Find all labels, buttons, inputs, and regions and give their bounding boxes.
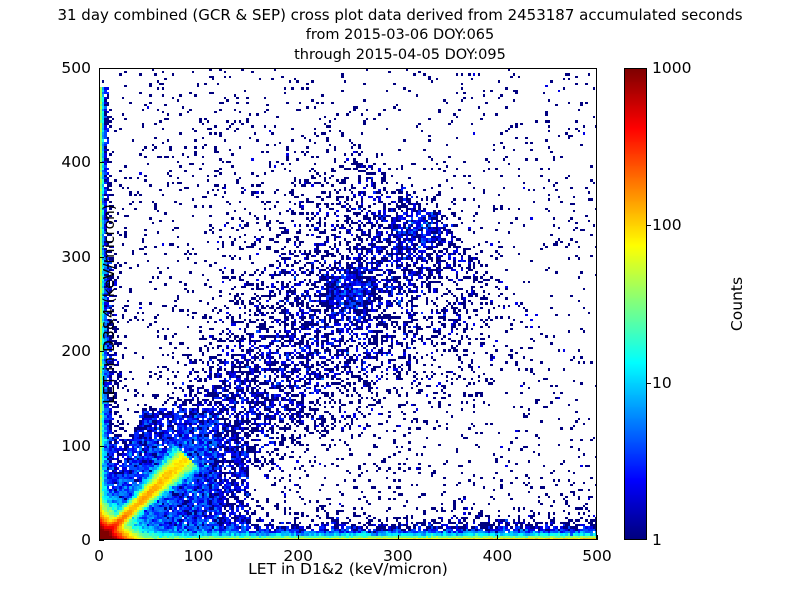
x-tick-label: 400 bbox=[482, 547, 513, 565]
y-axis-label: LET in D3&4 (keV/micron) bbox=[100, 204, 118, 404]
colorbar-tick-label: 10 bbox=[652, 373, 672, 392]
y-tick-mark bbox=[99, 162, 104, 163]
x-tick-label: 500 bbox=[582, 547, 612, 565]
y-tick-label: 0 bbox=[81, 531, 91, 549]
title-line-2: from 2015-03-06 DOY:065 bbox=[305, 27, 495, 43]
colorbar bbox=[624, 68, 647, 540]
y-tick-mark bbox=[99, 257, 104, 258]
colorbar-gradient bbox=[624, 68, 647, 540]
x-tick-label: 100 bbox=[183, 547, 214, 565]
colorbar-tick-label: 1 bbox=[652, 531, 662, 549]
y-tick-mark bbox=[99, 446, 104, 447]
title-line-3: through 2015-04-05 DOY:095 bbox=[294, 47, 506, 63]
colorbar-tick-mark bbox=[646, 383, 651, 384]
colorbar-label: Counts bbox=[728, 276, 746, 332]
x-tick-label: 200 bbox=[283, 547, 313, 565]
x-tick-mark bbox=[597, 535, 598, 540]
colorbar-tick-label: 100 bbox=[652, 216, 682, 235]
y-tick-label: 500 bbox=[61, 59, 91, 77]
scatter-heatmap-canvas bbox=[100, 69, 596, 539]
x-tick-mark bbox=[398, 535, 399, 540]
x-axis-label: LET in D1&2 (keV/micron) bbox=[248, 560, 448, 578]
x-tick-mark bbox=[99, 535, 100, 540]
y-tick-mark bbox=[99, 540, 104, 541]
x-tick-mark bbox=[497, 535, 498, 540]
colorbar-tick-mark bbox=[646, 225, 651, 226]
x-tick-label: 300 bbox=[383, 547, 413, 565]
x-tick-mark bbox=[298, 535, 299, 540]
x-tick-label: 0 bbox=[94, 547, 104, 565]
y-tick-label: 400 bbox=[61, 153, 91, 172]
y-tick-mark bbox=[99, 351, 104, 352]
plot-axes bbox=[99, 68, 597, 540]
y-tick-mark bbox=[99, 68, 104, 69]
y-tick-label: 300 bbox=[61, 247, 91, 266]
y-tick-label: 200 bbox=[61, 342, 91, 361]
colorbar-tick-label: 1000 bbox=[652, 59, 692, 77]
x-tick-mark bbox=[199, 535, 200, 540]
plot-title: 31 day combined (GCR & SEP) cross plot d… bbox=[0, 5, 800, 65]
y-tick-label: 100 bbox=[61, 436, 91, 455]
title-line-1: 31 day combined (GCR & SEP) cross plot d… bbox=[57, 6, 743, 24]
